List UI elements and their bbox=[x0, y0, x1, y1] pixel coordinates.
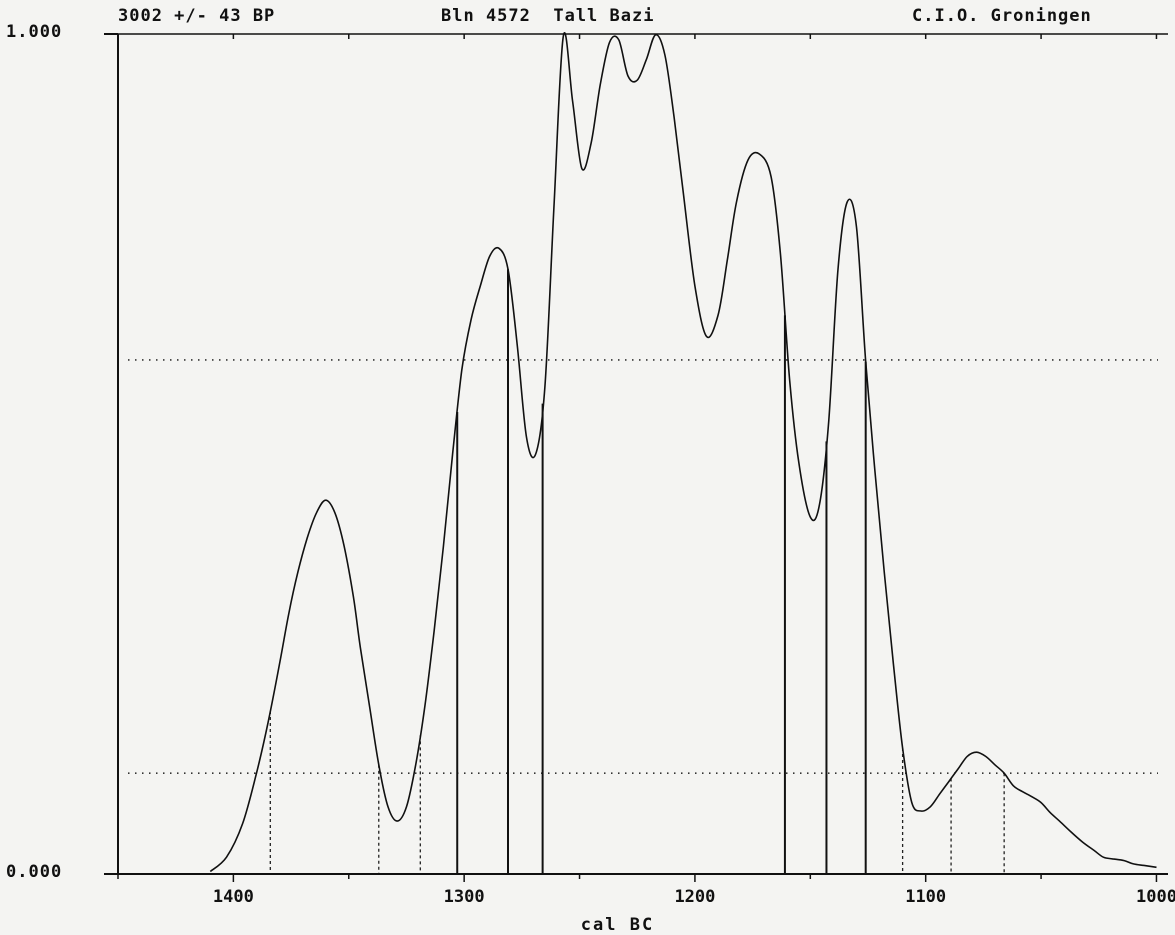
interval-lines bbox=[269, 269, 1005, 874]
threshold-lines bbox=[128, 359, 1158, 775]
y-tick-label-top: 1.000 bbox=[6, 22, 63, 42]
x-tick-label-1200: 1200 bbox=[674, 887, 715, 907]
x-axis-title: cal BC bbox=[580, 915, 655, 935]
plot-axes bbox=[104, 33, 1168, 875]
x-axis-ticks: 1400 1300 1200 1100 1000 bbox=[117, 34, 1175, 907]
x-tick-label-1400: 1400 bbox=[213, 887, 254, 907]
header-sample-id: Bln 4572 Tall Bazi bbox=[441, 6, 655, 26]
calibration-curve bbox=[209, 32, 1157, 873]
x-tick-label-1100: 1100 bbox=[905, 887, 946, 907]
header-lab-name: C.I.O. Groningen bbox=[912, 6, 1092, 26]
header-sample-age: 3002 +/- 43 BP bbox=[118, 6, 276, 26]
x-tick-label-1000: 1000 bbox=[1136, 887, 1175, 907]
probability-curve bbox=[209, 32, 1157, 873]
x-tick-label-1300: 1300 bbox=[444, 887, 485, 907]
y-tick-label-bottom: 0.000 bbox=[6, 862, 63, 882]
